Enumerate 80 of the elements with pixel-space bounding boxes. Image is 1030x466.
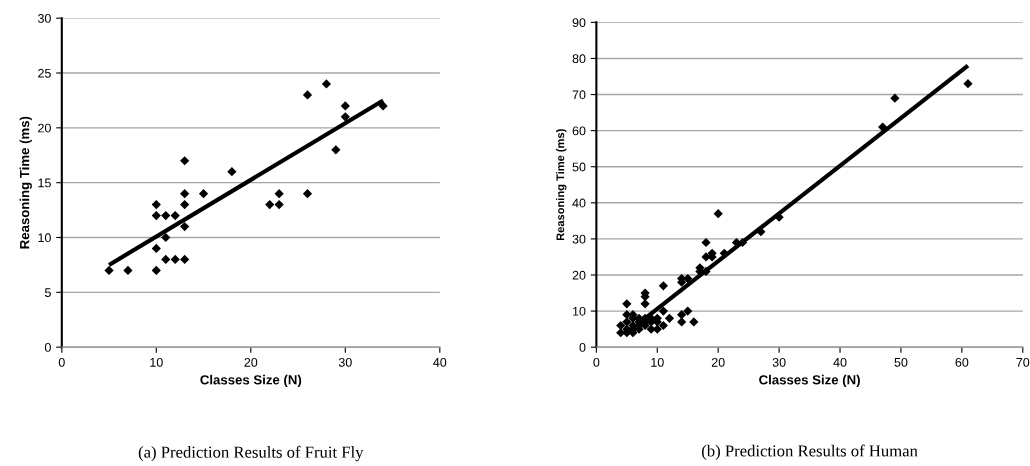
point [180, 156, 190, 166]
point [265, 200, 275, 210]
point [180, 254, 190, 265]
point [161, 210, 171, 221]
point [274, 189, 284, 199]
point [331, 145, 341, 155]
point [616, 320, 626, 331]
x-tick-label: 50 [894, 357, 908, 367]
point [689, 317, 699, 327]
x-tick-label: 10 [150, 357, 163, 367]
y-axis-title: Reasoning Time (ms) [19, 116, 32, 249]
point [151, 200, 161, 210]
point [227, 167, 237, 177]
point [198, 189, 209, 199]
point [180, 200, 190, 210]
point [321, 79, 332, 89]
x-tick-label: 20 [244, 357, 258, 367]
y-tick-label: 10 [38, 233, 51, 243]
x-tick-label: 40 [433, 357, 447, 367]
y-tick-label: 5 [44, 288, 51, 297]
y-tick-label: 15 [38, 178, 51, 188]
y-tick-label: 20 [572, 270, 586, 280]
point [683, 306, 693, 316]
point [170, 210, 180, 221]
point [658, 306, 668, 316]
point [622, 299, 632, 309]
point [180, 189, 190, 199]
point [274, 200, 284, 210]
x-tick-label: 30 [338, 357, 352, 367]
x-axis-title: Classes Size (N) [200, 374, 302, 388]
text: (b) Prediction Results of Human [701, 444, 918, 460]
y-axis-title: Reasoning Time (ms) [556, 129, 567, 241]
point [340, 101, 350, 111]
y-tick-label: 90 [572, 18, 586, 28]
point [302, 189, 313, 199]
y-tick-label: 50 [572, 162, 586, 172]
point [151, 210, 161, 221]
y-tick-label: 20 [38, 123, 51, 133]
point [664, 313, 675, 323]
point [890, 93, 900, 103]
x-tick-label: 30 [772, 357, 786, 367]
point [622, 317, 632, 327]
y-tick-label: 80 [572, 54, 586, 64]
x-axis-title: Classes Size (N) [759, 374, 860, 388]
y-tick-label: 40 [572, 198, 586, 208]
point [161, 232, 171, 243]
y-tick-label: 0 [44, 342, 51, 352]
point [713, 209, 723, 219]
point [302, 90, 313, 100]
x-tick-label: 40 [833, 357, 847, 367]
point [677, 310, 687, 320]
point [151, 265, 161, 276]
point [180, 221, 190, 232]
point [340, 112, 350, 122]
point [658, 281, 668, 291]
point [701, 237, 711, 248]
y-tick-label: 25 [38, 68, 51, 78]
y-tick-label: 10 [573, 306, 586, 316]
x-tick-label: 20 [711, 357, 725, 367]
point [151, 243, 161, 254]
point [170, 254, 180, 265]
point [123, 265, 133, 276]
y-tick-label: 30 [572, 234, 586, 244]
x-tick-label: 60 [955, 357, 969, 367]
point [640, 299, 650, 309]
point [658, 320, 668, 331]
y-tick-label: 60 [572, 126, 586, 136]
y-tick-label: 30 [37, 13, 51, 23]
text: (a) Prediction Results of Fruit Fly [138, 445, 364, 462]
x-tick-label: 0 [58, 357, 65, 367]
x-tick-label: 70 [1016, 357, 1030, 367]
y-tick-label: 70 [572, 90, 586, 100]
point [683, 273, 693, 284]
y-tick-label: 0 [579, 342, 586, 352]
point [963, 79, 973, 89]
x-tick-label: 10 [651, 357, 664, 367]
point [677, 317, 687, 327]
x-tick-label: 0 [593, 357, 600, 367]
point [161, 254, 171, 265]
point [104, 265, 114, 276]
